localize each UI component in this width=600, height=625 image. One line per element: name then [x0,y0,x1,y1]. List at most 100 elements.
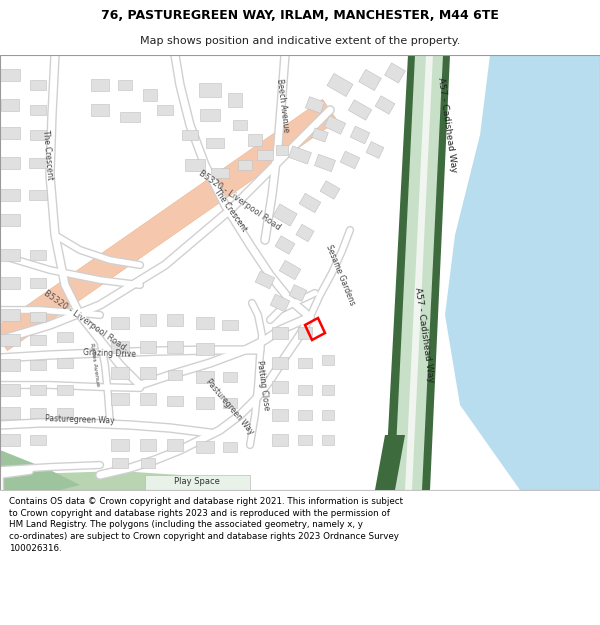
Bar [29,190,47,200]
Bar [325,116,346,134]
Text: Grazing Drive: Grazing Drive [83,348,137,358]
Bar [196,317,214,329]
Bar [206,138,224,148]
Bar [0,407,20,419]
Bar [120,112,140,122]
Bar [0,309,20,321]
Polygon shape [394,55,443,490]
Bar [350,126,370,144]
Bar [276,145,288,155]
Bar [272,357,288,369]
Bar [223,372,237,382]
Bar [299,193,321,213]
Bar [0,334,20,346]
Bar [349,100,371,120]
Bar [118,80,132,90]
Bar [112,458,128,468]
Text: 76, PASTUREGREEN WAY, IRLAM, MANCHESTER, M44 6TE: 76, PASTUREGREEN WAY, IRLAM, MANCHESTER,… [101,9,499,22]
Bar [322,435,334,445]
Bar [322,355,334,365]
Bar [289,146,311,164]
Bar [30,80,46,90]
Bar [248,134,262,146]
Bar [298,327,312,339]
Polygon shape [405,55,433,490]
Polygon shape [385,55,450,490]
Bar [289,284,307,301]
Bar [29,158,47,168]
Bar [255,271,275,289]
Text: Pasturegreen Way: Pasturegreen Way [45,414,115,426]
Bar [57,358,73,368]
Bar [111,393,129,405]
Bar [30,312,46,322]
Bar [238,160,252,170]
Bar [222,320,238,330]
Bar [167,314,183,326]
Bar [0,189,20,201]
Bar [233,120,247,130]
Bar [296,224,314,242]
Bar [366,142,384,158]
Bar [199,83,221,97]
Bar [30,105,46,115]
Bar [111,341,129,353]
Bar [375,96,395,114]
Bar [200,109,220,121]
Bar [91,104,109,116]
Text: Pasturegreen Way: Pasturegreen Way [204,378,256,436]
Bar [0,157,20,169]
Bar [298,385,312,395]
Bar [322,410,334,420]
Bar [279,260,301,280]
Bar [322,385,334,395]
Bar [111,367,129,379]
Polygon shape [0,99,337,351]
Bar [30,360,46,370]
Bar [57,385,73,395]
Bar [273,204,297,226]
Bar [157,105,173,115]
Bar [111,317,129,329]
Bar [272,327,288,339]
Bar [140,314,156,326]
Text: The Crescent: The Crescent [41,129,55,181]
Polygon shape [0,471,240,490]
Bar [272,434,288,446]
Polygon shape [145,475,250,490]
Bar [0,359,20,371]
Bar [185,159,205,171]
Bar [143,89,157,101]
Bar [0,127,20,139]
Bar [196,343,214,355]
Bar [327,74,353,96]
Text: Beech Avenue: Beech Avenue [275,78,291,132]
Bar [272,381,288,393]
Text: Sesame Gardens: Sesame Gardens [324,243,356,307]
Bar [30,335,46,345]
Bar [298,435,312,445]
Polygon shape [445,55,600,490]
Bar [167,439,183,451]
Bar [57,408,73,418]
Bar [196,441,214,453]
Bar [30,435,46,445]
Text: B5320 - Liverpool Road: B5320 - Liverpool Road [197,168,283,232]
Bar [223,442,237,452]
Polygon shape [0,450,80,490]
Bar [30,408,46,418]
Bar [0,214,20,226]
Text: Contains OS data © Crown copyright and database right 2021. This information is : Contains OS data © Crown copyright and d… [9,497,403,553]
Bar [305,97,325,113]
Bar [298,410,312,420]
Bar [223,398,237,408]
Bar [30,130,46,140]
Bar [140,367,156,379]
Bar [140,439,156,451]
Bar [167,396,183,406]
Bar [314,154,335,172]
Text: Play Space: Play Space [174,478,220,486]
Bar [167,341,183,353]
Bar [30,250,46,260]
Bar [270,294,290,312]
